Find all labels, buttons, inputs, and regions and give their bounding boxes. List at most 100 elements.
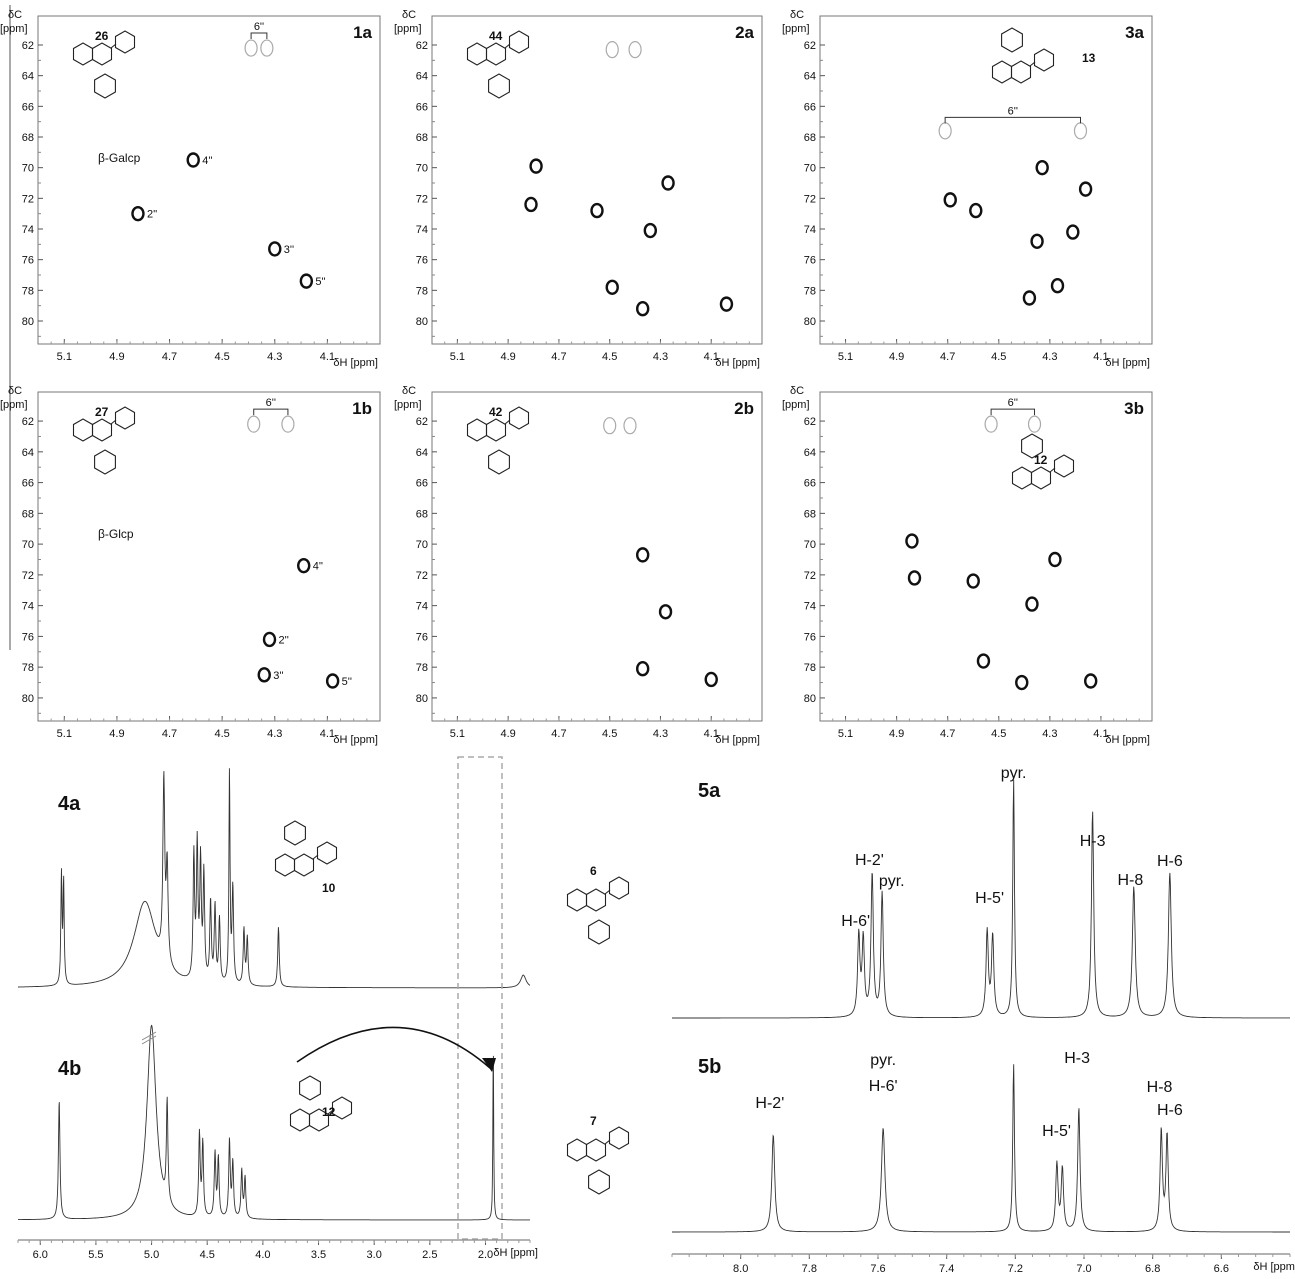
peak-assignment: H-6 bbox=[1157, 853, 1183, 870]
x-tick-label: 6.8 bbox=[1145, 1263, 1160, 1275]
compound-number: 26 bbox=[95, 29, 109, 43]
x-tick-label: 4.5 bbox=[991, 728, 1006, 740]
x-tick-label: 4.3 bbox=[653, 351, 668, 363]
spectrum-trace-4a bbox=[18, 768, 531, 989]
x-tick-label: 4.3 bbox=[267, 351, 282, 363]
ring-c bbox=[485, 418, 507, 442]
panel-label: 3b bbox=[1124, 399, 1144, 418]
y-tick-label: 80 bbox=[22, 693, 34, 705]
x-tick-label: 2.5 bbox=[422, 1249, 437, 1261]
x-tick-label: 5.1 bbox=[838, 728, 853, 740]
ring-b bbox=[608, 1126, 630, 1150]
peak-label: 5'' bbox=[342, 676, 352, 688]
x-tick-label: 4.5 bbox=[991, 351, 1006, 363]
ring-c bbox=[1010, 60, 1032, 84]
bond bbox=[504, 419, 511, 425]
y-tick-label: 74 bbox=[804, 601, 816, 613]
y-axis-label: δC bbox=[790, 385, 804, 397]
bond bbox=[1049, 467, 1056, 473]
x-tick-label: 4.5 bbox=[215, 728, 230, 740]
x-tick-label: 4.0 bbox=[255, 1249, 270, 1261]
y-tick-label: 80 bbox=[804, 693, 816, 705]
cross-peak bbox=[524, 196, 538, 213]
bond bbox=[110, 419, 117, 425]
spectrum-trace-5b bbox=[672, 1064, 1290, 1233]
bracket-label: 6'' bbox=[1008, 105, 1018, 117]
y-tick-label: 70 bbox=[22, 539, 34, 551]
molecule-structure bbox=[72, 30, 136, 99]
peak-label: 5'' bbox=[315, 276, 325, 288]
plot-frame bbox=[819, 391, 1153, 722]
ring-c bbox=[585, 888, 607, 912]
plot-frame bbox=[431, 15, 763, 345]
trace-label: 4a bbox=[58, 793, 81, 815]
x-axis-label: δH [ppm] bbox=[333, 357, 378, 369]
y-axis-label: δC bbox=[8, 385, 22, 397]
ring-a bbox=[72, 42, 94, 66]
ring-b bbox=[608, 876, 630, 900]
hsqc-panel-1a: 62 64 66 68 70 72 74 76 78 80 5.1 4.9 4.7 4.5 4.3 4.1 δC… bbox=[0, 9, 381, 369]
x-axis-label: δH [ppm] bbox=[1105, 734, 1150, 746]
x-axis-label: δH [ppm] bbox=[493, 1247, 538, 1259]
y-tick-label: 72 bbox=[416, 193, 428, 205]
compound-number: 44 bbox=[489, 29, 503, 43]
cross-peak bbox=[1022, 290, 1037, 306]
sugar-ring bbox=[94, 73, 116, 99]
panel-label: 2a bbox=[735, 23, 754, 42]
y-tick-label: 72 bbox=[416, 570, 428, 582]
peak-assignment: H-2' bbox=[755, 1095, 784, 1112]
y-axis-unit: [ppm] bbox=[0, 23, 28, 35]
ring-b bbox=[508, 406, 530, 430]
x-tick-label: 4.9 bbox=[889, 351, 904, 363]
faint-cross-peak bbox=[603, 417, 617, 435]
x-tick-label: 4.9 bbox=[501, 351, 516, 363]
hsqc-panel-3b: 62 64 66 68 70 72 74 76 78 80 5.1 4.9 4.7 4.5 4.3 4.1 δC… bbox=[782, 385, 1153, 746]
y-tick-label: 78 bbox=[22, 285, 34, 297]
peak-label: 3'' bbox=[273, 670, 283, 682]
cross-peak bbox=[1084, 673, 1098, 689]
x-tick-label: 5.1 bbox=[57, 728, 72, 740]
y-tick-label: 74 bbox=[416, 224, 428, 236]
x-tick-label: 4.5 bbox=[602, 351, 617, 363]
cross-peak bbox=[635, 301, 650, 317]
panel-label: 1b bbox=[352, 399, 372, 418]
molecule-structure bbox=[566, 876, 630, 945]
y-tick-label: 66 bbox=[416, 101, 428, 113]
ring-a bbox=[72, 418, 94, 442]
ch2-bracket bbox=[990, 408, 1036, 416]
cross-peak bbox=[661, 175, 675, 191]
compound-number: 12 bbox=[322, 1105, 336, 1119]
y-tick-label: 78 bbox=[804, 285, 816, 297]
x-tick-label: 4.7 bbox=[551, 351, 566, 363]
x-tick-label: 4.7 bbox=[940, 351, 955, 363]
trace-label: 5a bbox=[698, 780, 721, 802]
sugar-ring bbox=[588, 1169, 610, 1195]
sugar-label: β-Glcp bbox=[98, 527, 134, 541]
y-axis-label: δC bbox=[402, 385, 416, 397]
cross-peak bbox=[262, 631, 277, 648]
y-tick-label: 62 bbox=[804, 40, 816, 52]
ring-c bbox=[1030, 466, 1052, 490]
peak-label: 4'' bbox=[202, 155, 212, 167]
cross-peak bbox=[605, 279, 619, 295]
bond bbox=[504, 43, 511, 49]
x-tick-label: 4.5 bbox=[602, 728, 617, 740]
y-tick-label: 66 bbox=[22, 101, 34, 113]
x-tick-label: 7.2 bbox=[1008, 1263, 1023, 1275]
x-tick-label: 4.1 bbox=[704, 351, 719, 363]
y-tick-label: 62 bbox=[804, 416, 816, 428]
panel-label: 3a bbox=[1125, 23, 1144, 42]
x-tick-label: 4.9 bbox=[889, 728, 904, 740]
y-tick-label: 76 bbox=[22, 255, 34, 267]
ring-a bbox=[274, 853, 296, 877]
x-tick-label: 5.5 bbox=[88, 1249, 103, 1261]
y-tick-label: 64 bbox=[416, 447, 428, 459]
y-tick-label: 80 bbox=[416, 316, 428, 328]
y-tick-label: 72 bbox=[804, 193, 816, 205]
ring-b bbox=[1053, 454, 1075, 478]
y-tick-label: 64 bbox=[22, 447, 34, 459]
peak-assignment: H-8 bbox=[1147, 1079, 1173, 1096]
bracket-label: 6'' bbox=[266, 397, 276, 409]
molecule-structure bbox=[1011, 433, 1075, 490]
panel-label: 1a bbox=[353, 23, 372, 42]
